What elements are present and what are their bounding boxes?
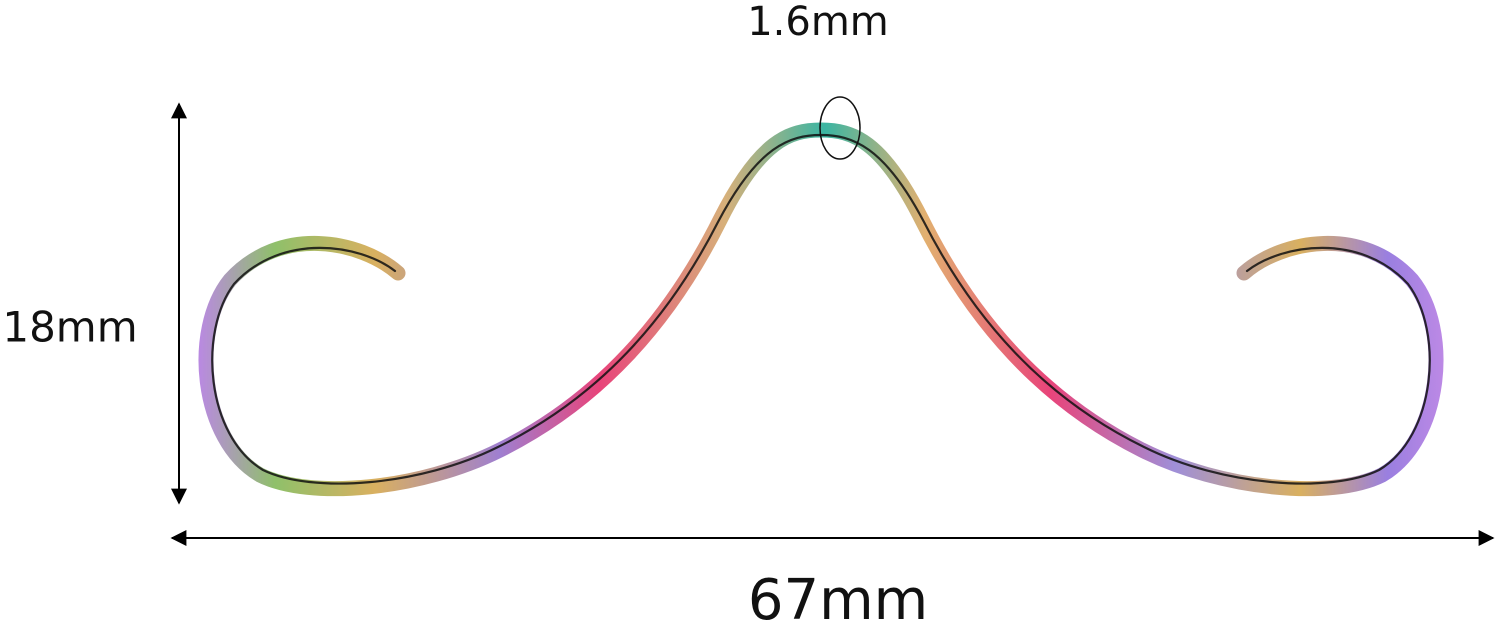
width-label: 67mm [748, 568, 928, 631]
mustache-highlight [211, 133, 1431, 485]
product [198, 96, 1444, 497]
mustache-ring [198, 122, 1444, 497]
thickness-indicator [819, 96, 861, 160]
thickness-label: 1.6mm [747, 0, 889, 45]
height-label: 18mm [2, 303, 137, 352]
